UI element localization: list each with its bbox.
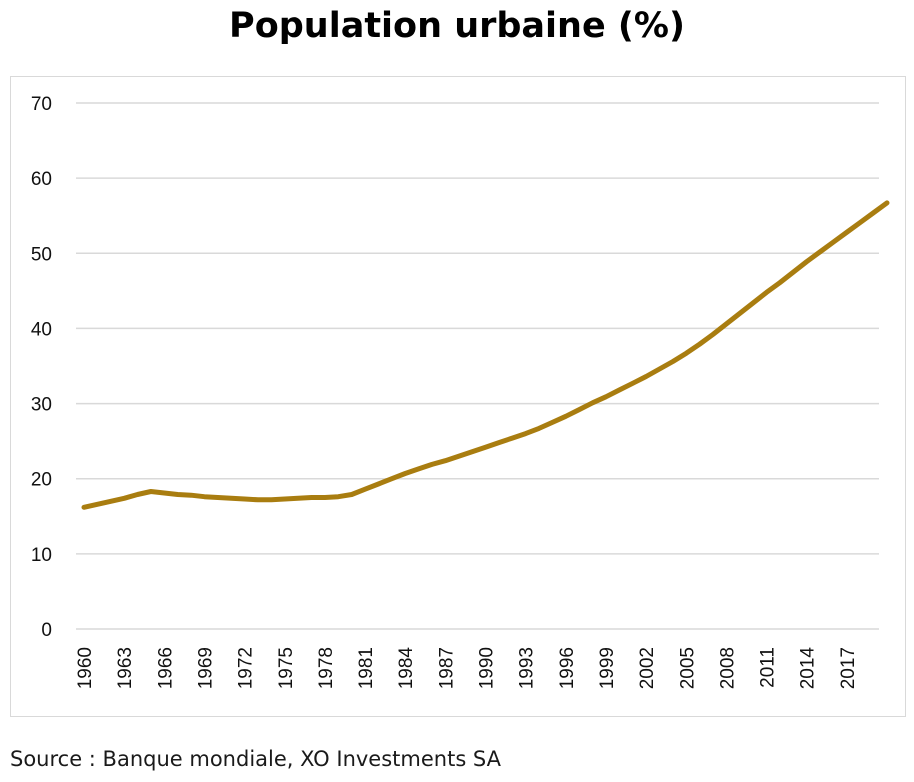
- series-layer: [81, 200, 890, 510]
- y-tick-label: 10: [31, 545, 52, 566]
- x-tick-label: 1975: [276, 647, 297, 689]
- x-tick-label: 1993: [517, 647, 538, 689]
- x-tick-label: 1996: [557, 647, 578, 689]
- y-tick-label: 70: [31, 94, 52, 115]
- x-tick-label: 1978: [316, 647, 337, 689]
- y-tick-label: 20: [31, 470, 52, 491]
- y-axis-ticks: 0 10 20 30 40 50 60 70: [31, 94, 52, 641]
- source-note: Source : Banque mondiale, XO Investments…: [10, 747, 502, 771]
- x-tick-label: 1984: [396, 647, 417, 690]
- gridlines: [76, 102, 879, 630]
- y-tick-label: 50: [31, 244, 52, 265]
- x-axis-ticks: 1960 1963 1966 1969 1972 1975 1978 1981 1984 1987…: [75, 647, 859, 690]
- y-tick-label: 0: [41, 620, 52, 641]
- x-tick-label: 2014: [798, 647, 819, 690]
- x-tick-label: 1963: [115, 647, 136, 689]
- x-tick-label: 2017: [838, 647, 859, 689]
- x-tick-label: 1972: [236, 647, 257, 689]
- x-tick-label: 2002: [637, 647, 658, 689]
- x-tick-label: 1987: [436, 647, 457, 689]
- y-tick-label: 60: [31, 169, 52, 190]
- x-tick-label: 2005: [677, 647, 698, 689]
- x-tick-label: 1969: [195, 647, 216, 689]
- x-tick-label: 1966: [155, 647, 176, 689]
- x-tick-label: 2008: [717, 647, 738, 689]
- x-tick-label: 1960: [75, 647, 96, 689]
- x-tick-label: 1990: [477, 647, 498, 689]
- x-tick-label: 2011: [758, 647, 779, 688]
- series-line: [81, 200, 890, 510]
- y-tick-label: 40: [31, 319, 52, 340]
- x-tick-label: 1999: [597, 647, 618, 689]
- chart-frame: [10, 76, 906, 717]
- chart-title: Population urbaine (%): [229, 6, 685, 46]
- y-tick-label: 30: [31, 395, 52, 416]
- x-tick-label: 1981: [356, 647, 377, 689]
